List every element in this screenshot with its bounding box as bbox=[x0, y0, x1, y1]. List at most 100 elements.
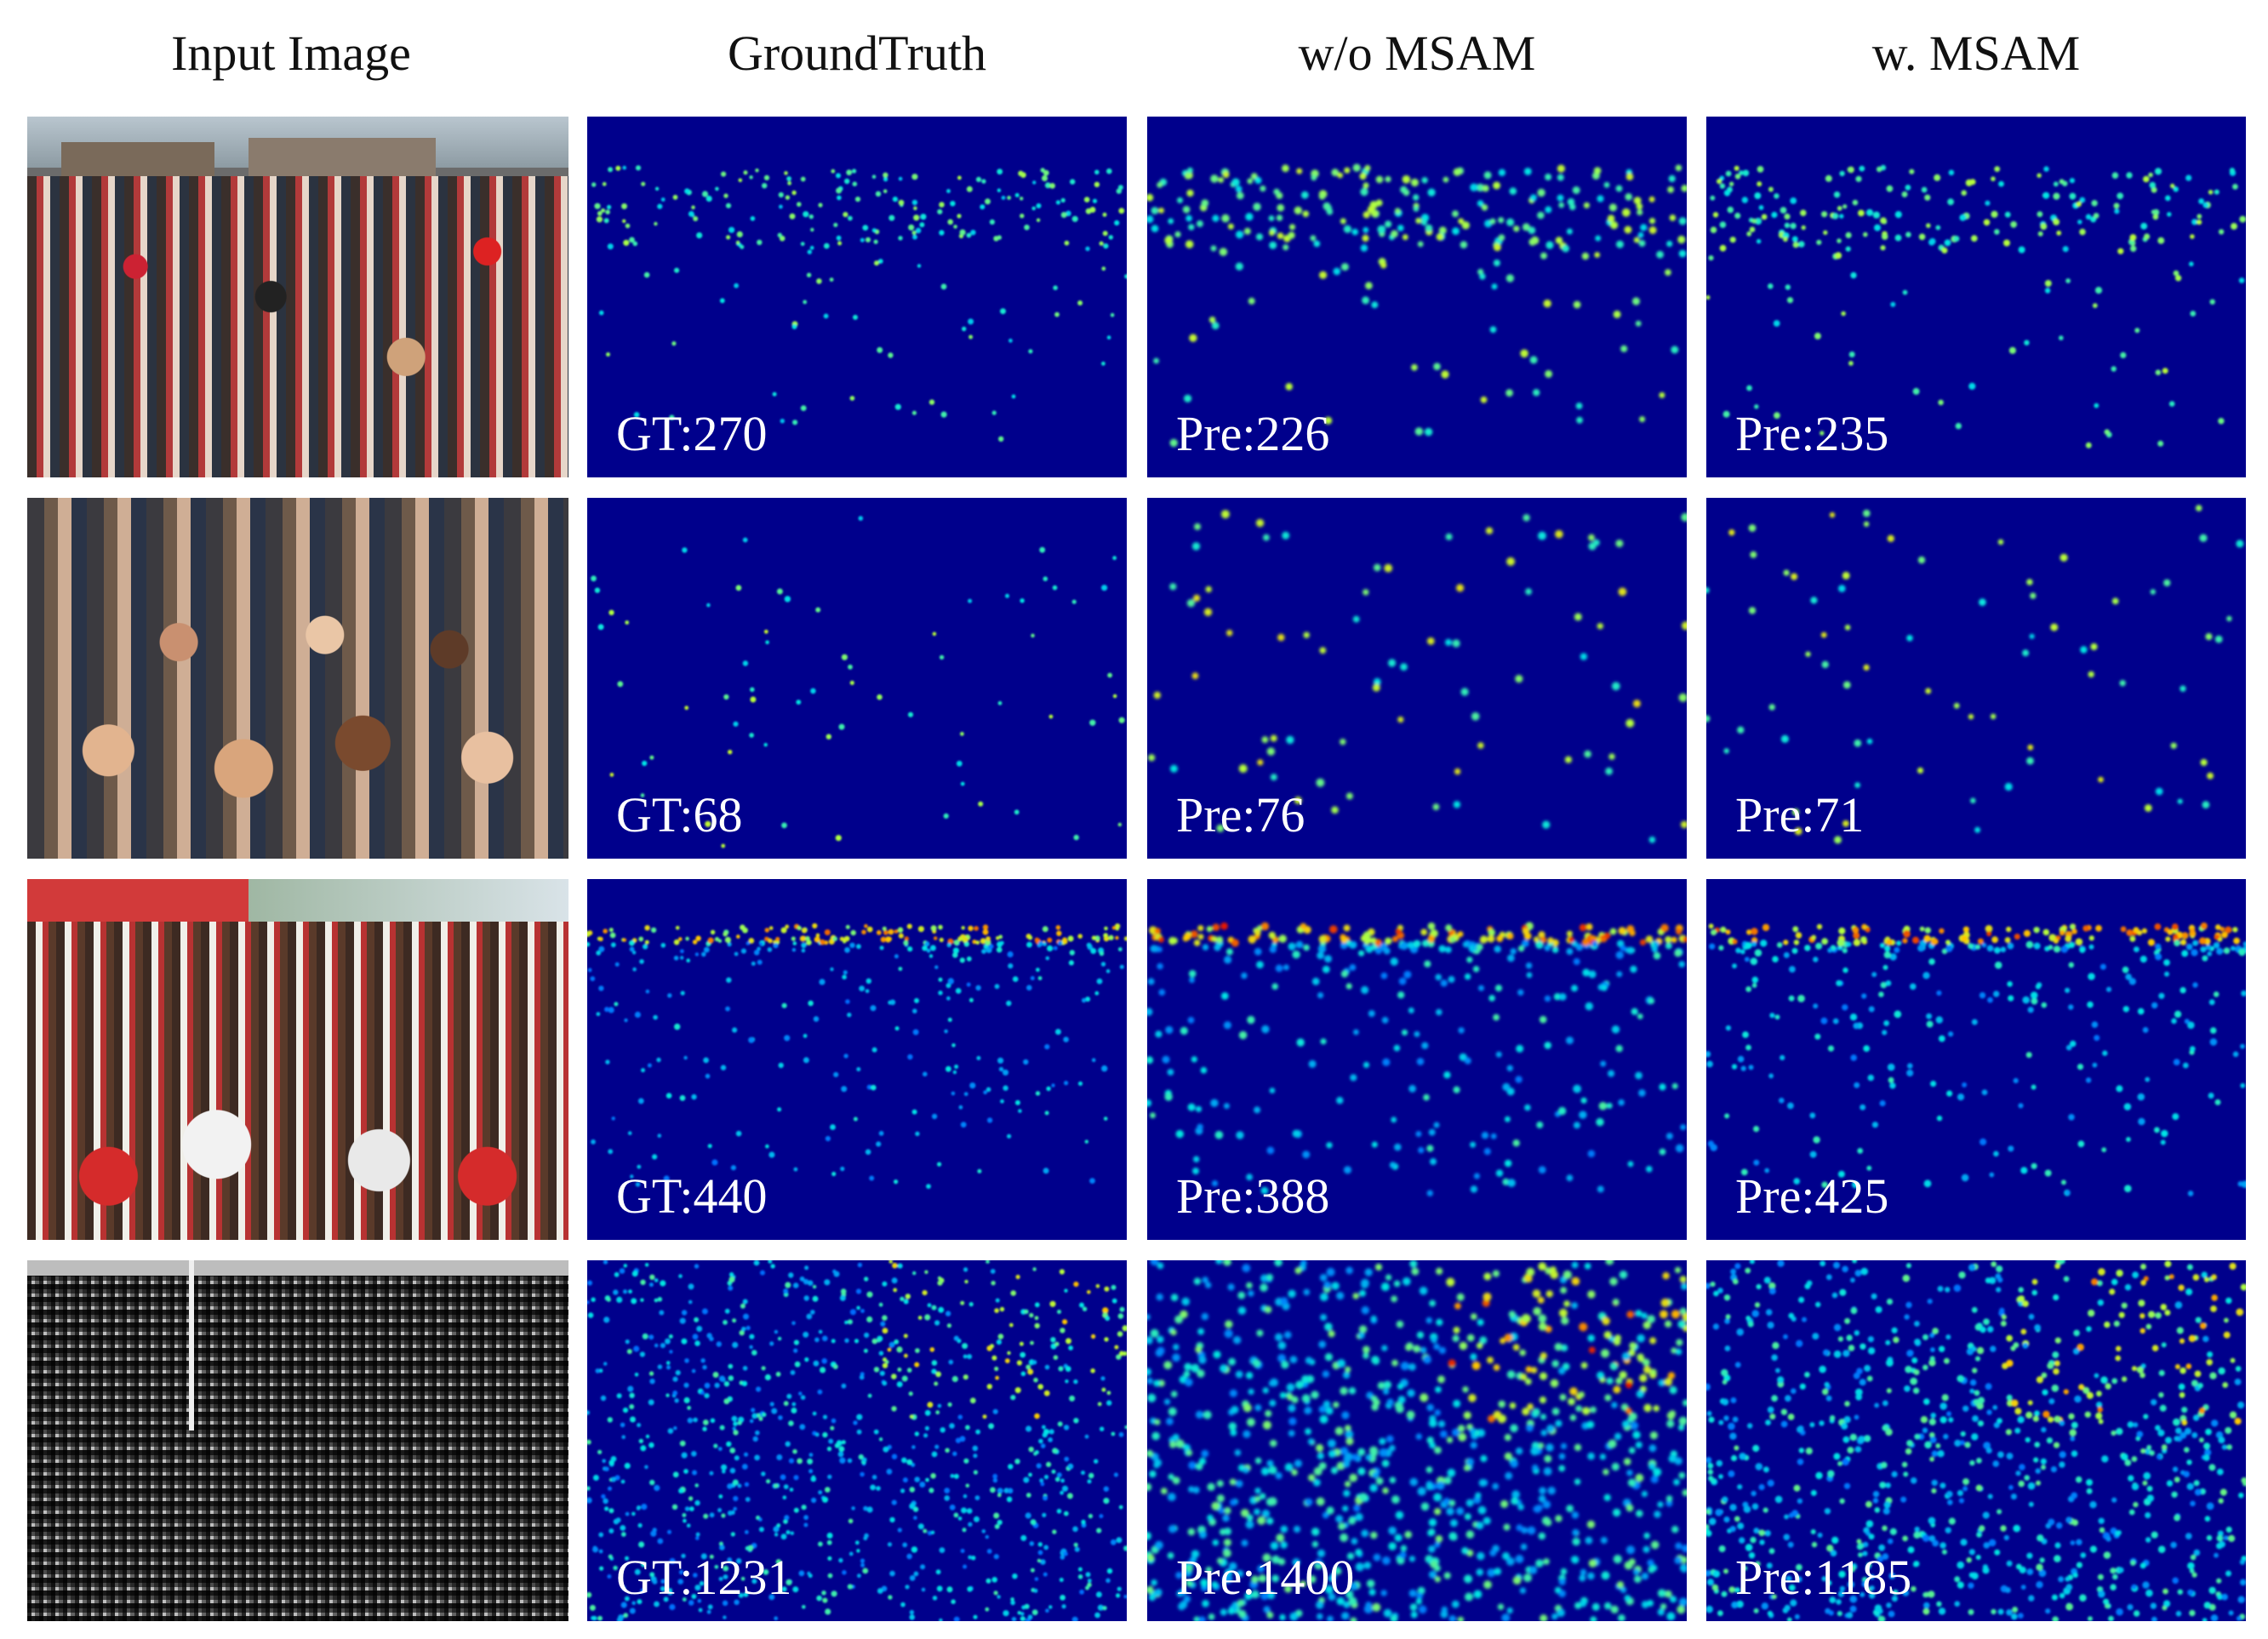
density-blob bbox=[625, 620, 630, 625]
density-blob bbox=[1566, 1174, 1574, 1182]
density-blob bbox=[1619, 1271, 1628, 1279]
density-blob bbox=[2237, 1402, 2245, 1409]
density-blob bbox=[1628, 1349, 1636, 1356]
density-blob bbox=[2105, 1536, 2111, 1542]
density-blob bbox=[1348, 1387, 1357, 1395]
density-blob bbox=[2221, 1593, 2228, 1601]
density-blob bbox=[1958, 1271, 1966, 1279]
density-blob bbox=[2174, 1476, 2180, 1483]
density-blob bbox=[1148, 754, 1156, 762]
density-blob bbox=[831, 1171, 837, 1177]
density-blob bbox=[1764, 1530, 1771, 1537]
density-blob bbox=[1424, 427, 1433, 437]
density-blob bbox=[742, 537, 748, 543]
density-blob bbox=[1669, 1410, 1677, 1418]
density-blob bbox=[1317, 992, 1324, 999]
density-blob bbox=[1235, 1480, 1243, 1488]
density-blob bbox=[768, 926, 774, 930]
density-blob bbox=[2165, 936, 2171, 942]
density-blob bbox=[2164, 1310, 2171, 1316]
density-blob bbox=[700, 1358, 706, 1363]
density-blob bbox=[1522, 928, 1530, 935]
density-blob bbox=[1774, 1495, 1783, 1504]
density-blob bbox=[1758, 1484, 1765, 1491]
density-blob bbox=[732, 1426, 736, 1431]
density-blob bbox=[2151, 1399, 2157, 1406]
density-blob bbox=[939, 230, 945, 236]
density-blob bbox=[1573, 958, 1580, 965]
density-blob bbox=[1248, 1388, 1254, 1395]
density-blob bbox=[1986, 945, 1994, 952]
density-blob bbox=[667, 1590, 673, 1596]
density-blob bbox=[1270, 1541, 1279, 1550]
density-blob bbox=[631, 1271, 638, 1277]
density-blob bbox=[1014, 1387, 1021, 1394]
density-blob bbox=[2184, 1447, 2190, 1453]
density-blob bbox=[1906, 1440, 1913, 1447]
density-blob bbox=[1157, 962, 1163, 970]
density-blob bbox=[1124, 274, 1127, 279]
density-blob bbox=[1505, 1557, 1515, 1566]
density-blob bbox=[766, 1479, 771, 1484]
density-blob bbox=[598, 1549, 603, 1554]
density-blob bbox=[1187, 1103, 1196, 1111]
density-blob bbox=[1606, 1377, 1614, 1385]
density-blob bbox=[1327, 1615, 1334, 1621]
density-blob bbox=[2204, 1516, 2211, 1522]
density-blob bbox=[1996, 1265, 2003, 1273]
density-blob bbox=[1880, 217, 1887, 225]
density-blob bbox=[833, 222, 838, 227]
density-blob bbox=[727, 1511, 733, 1516]
density-blob bbox=[800, 176, 806, 182]
density-blob bbox=[1968, 1264, 1976, 1271]
density-blob bbox=[2184, 1427, 2191, 1435]
density-blob bbox=[1539, 1372, 1548, 1380]
density-blob bbox=[2080, 1552, 2087, 1558]
density-blob bbox=[870, 1005, 877, 1012]
density-blob bbox=[1418, 1146, 1425, 1154]
density-blob bbox=[1530, 1447, 1540, 1456]
density-blob bbox=[1638, 239, 1646, 247]
density-blob bbox=[1116, 188, 1122, 194]
density-blob bbox=[1340, 1447, 1349, 1455]
density-blob bbox=[2190, 1554, 2197, 1561]
density-blob bbox=[888, 1260, 893, 1264]
density-blob bbox=[1212, 923, 1220, 931]
density-blob bbox=[1269, 945, 1277, 953]
density-blob bbox=[1197, 1369, 1205, 1378]
density-blob bbox=[1751, 1310, 1759, 1317]
density-blob bbox=[1997, 1608, 2004, 1615]
density-blob bbox=[924, 1425, 929, 1431]
density-blob bbox=[1371, 1403, 1379, 1411]
density-blob bbox=[1102, 1307, 1109, 1314]
density-blob bbox=[1751, 928, 1758, 935]
density-blob bbox=[822, 1431, 828, 1438]
density-blob bbox=[2216, 1534, 2224, 1542]
density-blob bbox=[1085, 1572, 1091, 1578]
density-blob bbox=[2116, 1608, 2123, 1616]
density-blob bbox=[1928, 1535, 1936, 1542]
density-blob bbox=[1077, 1567, 1083, 1572]
density-blob bbox=[915, 1348, 920, 1353]
density-blob bbox=[2219, 1488, 2227, 1496]
density-blob bbox=[1483, 1272, 1492, 1281]
density-blob bbox=[1706, 586, 1710, 594]
density-blob bbox=[2048, 945, 2054, 951]
density-blob bbox=[2191, 219, 2198, 226]
density-blob bbox=[2029, 633, 2035, 639]
density-blob bbox=[645, 1434, 650, 1439]
density-blob bbox=[1854, 782, 1860, 788]
density-blob bbox=[1396, 1320, 1404, 1328]
density-blob bbox=[1170, 1329, 1177, 1336]
density-blob bbox=[1056, 930, 1062, 936]
density-blob bbox=[1722, 1379, 1728, 1385]
density-blob bbox=[1905, 231, 1911, 237]
density-blob bbox=[1945, 1287, 1951, 1293]
density-blob bbox=[2239, 215, 2246, 223]
density-blob bbox=[975, 1429, 980, 1435]
density-blob bbox=[1820, 631, 1827, 638]
density-blob bbox=[1439, 1430, 1448, 1438]
density-blob bbox=[1415, 1598, 1422, 1605]
density-blob bbox=[1222, 171, 1230, 179]
density-blob bbox=[1797, 1498, 1803, 1505]
